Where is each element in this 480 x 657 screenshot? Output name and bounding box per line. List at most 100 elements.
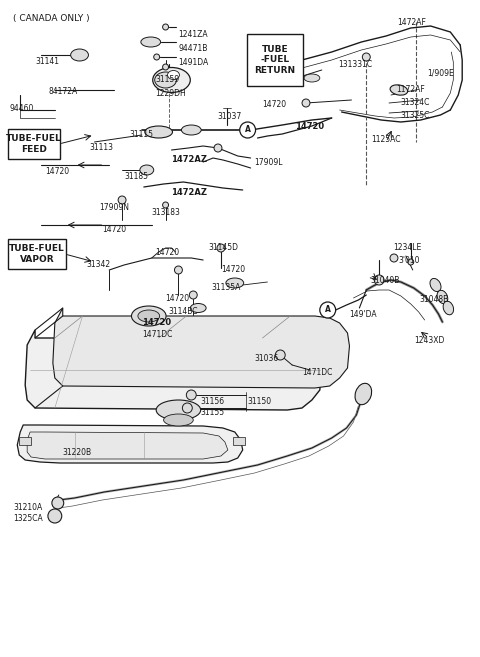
Text: A: A (245, 125, 251, 135)
Polygon shape (53, 308, 349, 388)
Ellipse shape (437, 290, 448, 304)
Ellipse shape (226, 278, 244, 288)
Circle shape (118, 196, 126, 204)
Text: 31135A: 31135A (211, 283, 240, 292)
Text: 1/909E: 1/909E (428, 68, 455, 77)
Ellipse shape (156, 400, 201, 420)
Ellipse shape (390, 85, 408, 95)
Text: 1229DH: 1229DH (156, 89, 186, 98)
Text: 17909L: 17909L (254, 158, 283, 167)
Ellipse shape (153, 68, 190, 93)
Bar (233, 437, 245, 445)
Text: 14720: 14720 (221, 265, 245, 274)
Text: 1172AF: 1172AF (396, 85, 425, 94)
Ellipse shape (155, 72, 177, 88)
Text: 31159: 31159 (156, 75, 180, 84)
Circle shape (374, 275, 384, 285)
Ellipse shape (140, 165, 154, 175)
Circle shape (302, 99, 310, 107)
FancyBboxPatch shape (8, 129, 60, 159)
Text: 14720: 14720 (102, 225, 126, 234)
Text: 14720: 14720 (156, 248, 180, 257)
Text: 1472AZ: 1472AZ (171, 188, 207, 197)
Text: 31036: 31036 (254, 354, 279, 363)
Bar (19, 437, 31, 445)
Circle shape (163, 24, 168, 30)
Ellipse shape (430, 279, 441, 292)
Text: 313183: 313183 (152, 208, 180, 217)
Text: 84172A: 84172A (49, 87, 78, 96)
Text: 1491DA: 1491DA (179, 58, 209, 67)
Text: 31141: 31141 (35, 57, 59, 66)
FancyBboxPatch shape (8, 239, 66, 269)
Circle shape (276, 350, 285, 360)
Ellipse shape (181, 125, 201, 135)
Text: 31115: 31115 (129, 130, 153, 139)
Circle shape (182, 403, 192, 413)
Text: ( CANADA ONLY ): ( CANADA ONLY ) (13, 14, 90, 23)
Text: 1125AC: 1125AC (371, 135, 401, 144)
Text: 17909N: 17909N (99, 203, 129, 212)
Circle shape (408, 259, 414, 265)
Circle shape (288, 74, 296, 82)
Text: 1325CA: 1325CA (13, 514, 43, 523)
Circle shape (240, 122, 255, 138)
Ellipse shape (138, 310, 160, 322)
Text: 3'010: 3'010 (398, 256, 420, 265)
Polygon shape (27, 432, 228, 459)
Text: 14720: 14720 (45, 167, 69, 176)
Circle shape (189, 291, 197, 299)
Text: 31048B: 31048B (420, 295, 449, 304)
Ellipse shape (71, 49, 88, 61)
Text: 31342: 31342 (86, 260, 110, 269)
FancyBboxPatch shape (247, 34, 303, 86)
Ellipse shape (141, 37, 161, 47)
Ellipse shape (304, 74, 320, 82)
Text: 94471B: 94471B (179, 44, 208, 53)
Text: 1234LE: 1234LE (393, 243, 421, 252)
Text: 31156: 31156 (200, 397, 224, 406)
Text: 17909C: 17909C (269, 73, 299, 82)
Circle shape (214, 144, 222, 152)
Text: TUBE-FUEL
FEED: TUBE-FUEL FEED (6, 134, 62, 154)
Text: 31040B: 31040B (370, 276, 400, 285)
Text: 14720: 14720 (166, 294, 190, 303)
Ellipse shape (190, 304, 206, 313)
Circle shape (163, 64, 168, 70)
Text: 131331C: 131331C (338, 60, 373, 69)
Text: 31037: 31037 (217, 112, 241, 121)
Text: TUBE
-FUEL
RETURN: TUBE -FUEL RETURN (254, 45, 295, 75)
Circle shape (320, 302, 336, 318)
Text: 31155: 31155 (200, 408, 224, 417)
Ellipse shape (132, 306, 166, 326)
Text: 94460: 94460 (9, 104, 34, 113)
Ellipse shape (164, 414, 193, 426)
Ellipse shape (145, 126, 172, 138)
Text: 14720: 14720 (295, 122, 324, 131)
Text: 14720: 14720 (142, 318, 171, 327)
Circle shape (163, 202, 168, 208)
Text: 149'DA: 149'DA (349, 310, 377, 319)
Text: 31220B: 31220B (63, 448, 92, 457)
Circle shape (186, 390, 196, 400)
Text: TUBE-FUEL
VAPOR: TUBE-FUEL VAPOR (9, 244, 65, 263)
Text: 1472AZ: 1472AZ (171, 155, 207, 164)
Text: 3114BC: 3114BC (168, 307, 198, 316)
Polygon shape (25, 330, 322, 410)
Text: 31185: 31185 (124, 172, 148, 181)
Text: 31210A: 31210A (13, 503, 43, 512)
Text: 1241ZA: 1241ZA (179, 30, 208, 39)
Text: 14720: 14720 (263, 100, 287, 109)
Text: 31150: 31150 (248, 397, 272, 406)
Text: A: A (325, 306, 331, 315)
Ellipse shape (168, 70, 180, 79)
Text: 31145D: 31145D (208, 243, 238, 252)
Ellipse shape (355, 383, 372, 405)
Circle shape (390, 254, 398, 262)
Text: 31324C: 31324C (401, 98, 430, 107)
Text: 31325C: 31325C (401, 111, 430, 120)
Circle shape (174, 266, 182, 274)
Text: 1471DC: 1471DC (302, 368, 332, 377)
Circle shape (362, 53, 370, 61)
Ellipse shape (443, 301, 454, 315)
